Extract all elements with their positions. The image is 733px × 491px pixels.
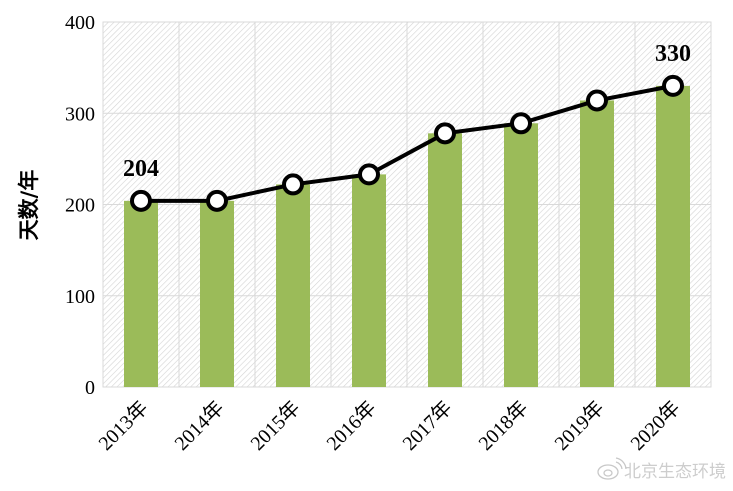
y-tick-label: 400: [65, 12, 95, 34]
y-tick-label: 0: [85, 377, 95, 399]
line-point-2015年: [282, 173, 304, 196]
bar-2016年: [352, 174, 386, 387]
bar-2019年: [580, 100, 614, 387]
y-tick-label: 200: [65, 195, 95, 217]
data-label: 204: [123, 156, 159, 182]
watermark: 北京生态环境: [597, 457, 726, 482]
y-tick-label: 100: [65, 286, 95, 308]
x-tick-label: 2013年: [94, 396, 153, 455]
line-point-2014年: [206, 189, 228, 212]
x-tick-label: 2016年: [322, 396, 381, 455]
weibo-icon: [597, 457, 627, 480]
bar-2020年: [656, 85, 690, 387]
line-point-2013年: [130, 189, 152, 212]
bar-2015年: [276, 184, 310, 387]
bar-2014年: [200, 200, 234, 387]
x-tick-label: 2020年: [626, 396, 685, 455]
y-tick-label: 300: [65, 103, 95, 125]
line-point-2017年: [434, 122, 456, 145]
x-tick-label: 2019年: [550, 396, 609, 455]
watermark-text: 北京生态环境: [624, 462, 726, 482]
series-line: [141, 83, 674, 203]
line-point-2018年: [510, 112, 532, 135]
y-axis-label: 天数/年: [17, 170, 41, 241]
x-tick-label: 2014年: [170, 396, 229, 455]
line-point-2016年: [358, 163, 380, 186]
x-tick-label: 2015年: [246, 396, 305, 455]
line-point-2020年: [662, 74, 684, 97]
bar-2018年: [504, 123, 538, 387]
bar-2017年: [428, 133, 462, 387]
x-tick-label: 2018年: [474, 396, 533, 455]
bar-2013年: [124, 200, 158, 387]
line-point-2019年: [586, 89, 608, 112]
data-label: 330: [655, 41, 691, 67]
x-tick-label: 2017年: [398, 396, 457, 455]
